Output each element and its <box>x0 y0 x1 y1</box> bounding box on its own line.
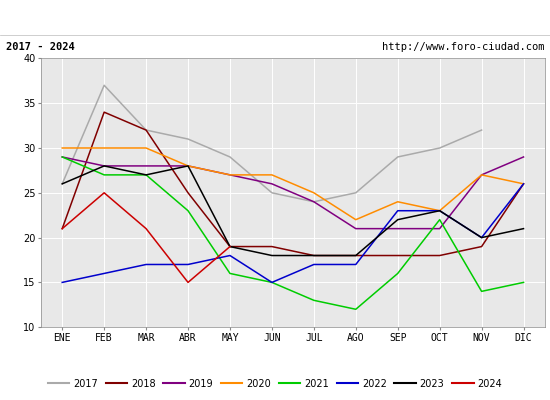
Text: http://www.foro-ciudad.com: http://www.foro-ciudad.com <box>382 42 544 52</box>
Text: Evolucion del paro registrado en Paracuellos de Jiloca: Evolucion del paro registrado en Paracue… <box>89 11 461 25</box>
Text: 2017 - 2024: 2017 - 2024 <box>6 42 74 52</box>
Legend: 2017, 2018, 2019, 2020, 2021, 2022, 2023, 2024: 2017, 2018, 2019, 2020, 2021, 2022, 2023… <box>44 375 506 392</box>
